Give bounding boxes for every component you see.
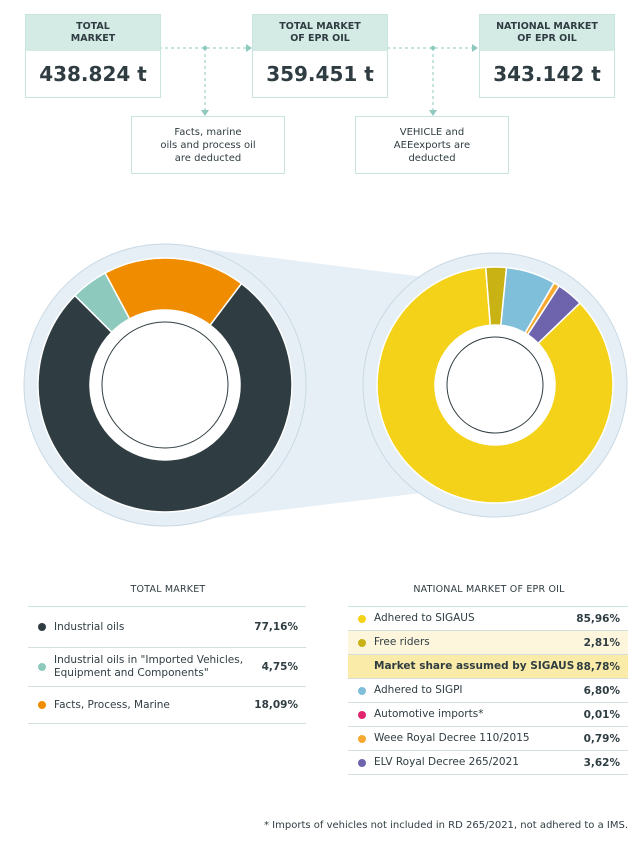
- legend-dot: [358, 758, 366, 767]
- table-row: Industrial oils 77,16%: [28, 607, 306, 648]
- row-label: Industrial oils in "Imported Vehicles, E…: [54, 654, 244, 679]
- footnote: * Imports of vehicles not included in RD…: [264, 820, 628, 831]
- table-row: Automotive imports* 0,01%: [348, 703, 628, 727]
- total-table-title: TOTAL MARKET: [130, 584, 206, 595]
- table-row: Free riders 2,81%: [348, 631, 628, 655]
- flow-connectors: [159, 44, 478, 116]
- national-market-title: NATIONAL MARKET OF EPR OIL: [480, 15, 614, 51]
- legend-dot: [358, 614, 366, 623]
- national-market-value: 343.142 t: [493, 62, 601, 86]
- total-market-box: TOTAL MARKET 438.824 t: [25, 14, 161, 98]
- note-deducted-facts: Facts, marine oils and process oil are d…: [131, 116, 285, 174]
- table-row: Market share assumed by SIGAUS 88,78%: [348, 655, 628, 679]
- arrow-right-icon: [246, 44, 252, 52]
- national-inner-ring: [446, 336, 544, 434]
- total-market-title: TOTAL MARKET: [26, 15, 160, 51]
- row-value: 88,78%: [576, 660, 620, 673]
- epr-market-value: 359.451 t: [266, 62, 374, 86]
- epr-market-box: TOTAL MARKET OF EPR OIL 359.451 t: [252, 14, 388, 98]
- row-value: 2,81%: [583, 636, 620, 649]
- row-label: Automotive imports*: [374, 708, 484, 720]
- legend-dot: [358, 686, 366, 695]
- table-row: Adhered to SIGAUS 85,96%: [348, 607, 628, 631]
- row-value: 4,75%: [261, 661, 298, 673]
- table-row: Industrial oils in "Imported Vehicles, E…: [28, 648, 306, 687]
- national-market-donut: [362, 252, 628, 518]
- row-label: ELV Royal Decree 265/2021: [374, 756, 519, 768]
- row-label: Market share assumed by SIGAUS: [374, 660, 575, 672]
- arrow-right-icon: [472, 44, 478, 52]
- table-row: Adhered to SIGPI 6,80%: [348, 679, 628, 703]
- row-label: Facts, Process, Marine: [54, 698, 170, 711]
- row-value: 0,79%: [583, 732, 620, 745]
- arrow-down-icon: [201, 110, 209, 116]
- row-value: 18,09%: [254, 699, 298, 711]
- table-row: Weee Royal Decree 110/2015 0,79%: [348, 727, 628, 751]
- table-row: ELV Royal Decree 265/2021 3,62%: [348, 751, 628, 775]
- row-value: 3,62%: [583, 756, 620, 769]
- legend-dot: [358, 734, 366, 743]
- legend-dot: [358, 638, 366, 647]
- row-label: Weee Royal Decree 110/2015: [374, 732, 530, 744]
- legend-dot: [358, 710, 366, 719]
- row-label: Industrial oils: [54, 620, 125, 633]
- row-label: Adhered to SIGPI: [374, 684, 463, 696]
- row-label: Adhered to SIGAUS: [374, 612, 475, 624]
- total-market-donut: [23, 243, 307, 527]
- row-label: Free riders: [374, 636, 430, 648]
- national-table-title: NATIONAL MARKET OF EPR OIL: [413, 584, 565, 595]
- row-value: 85,96%: [576, 612, 620, 625]
- legend-dot: [38, 701, 46, 709]
- row-value: 6,80%: [583, 684, 620, 697]
- arrow-down-icon: [429, 110, 437, 116]
- table-row: Facts, Process, Marine 18,09%: [28, 687, 306, 724]
- total-market-value: 438.824 t: [39, 62, 147, 86]
- note-deducted-exports: VEHICLE and AEEexports are deducted: [355, 116, 509, 174]
- row-value: 0,01%: [583, 708, 620, 721]
- total-market-table: Industrial oils 77,16% Industrial oils in …: [28, 606, 306, 724]
- legend-dot: [38, 663, 46, 671]
- legend-dot: [38, 623, 46, 631]
- row-value: 77,16%: [254, 621, 298, 633]
- epr-market-title: TOTAL MARKET OF EPR OIL: [253, 15, 387, 51]
- national-market-box: NATIONAL MARKET OF EPR OIL 343.142 t: [479, 14, 615, 98]
- national-market-table: Adhered to SIGAUS 85,96% Free riders 2,81% M…: [348, 606, 628, 775]
- total-inner-ring: [101, 321, 229, 449]
- donut-charts: [23, 243, 628, 527]
